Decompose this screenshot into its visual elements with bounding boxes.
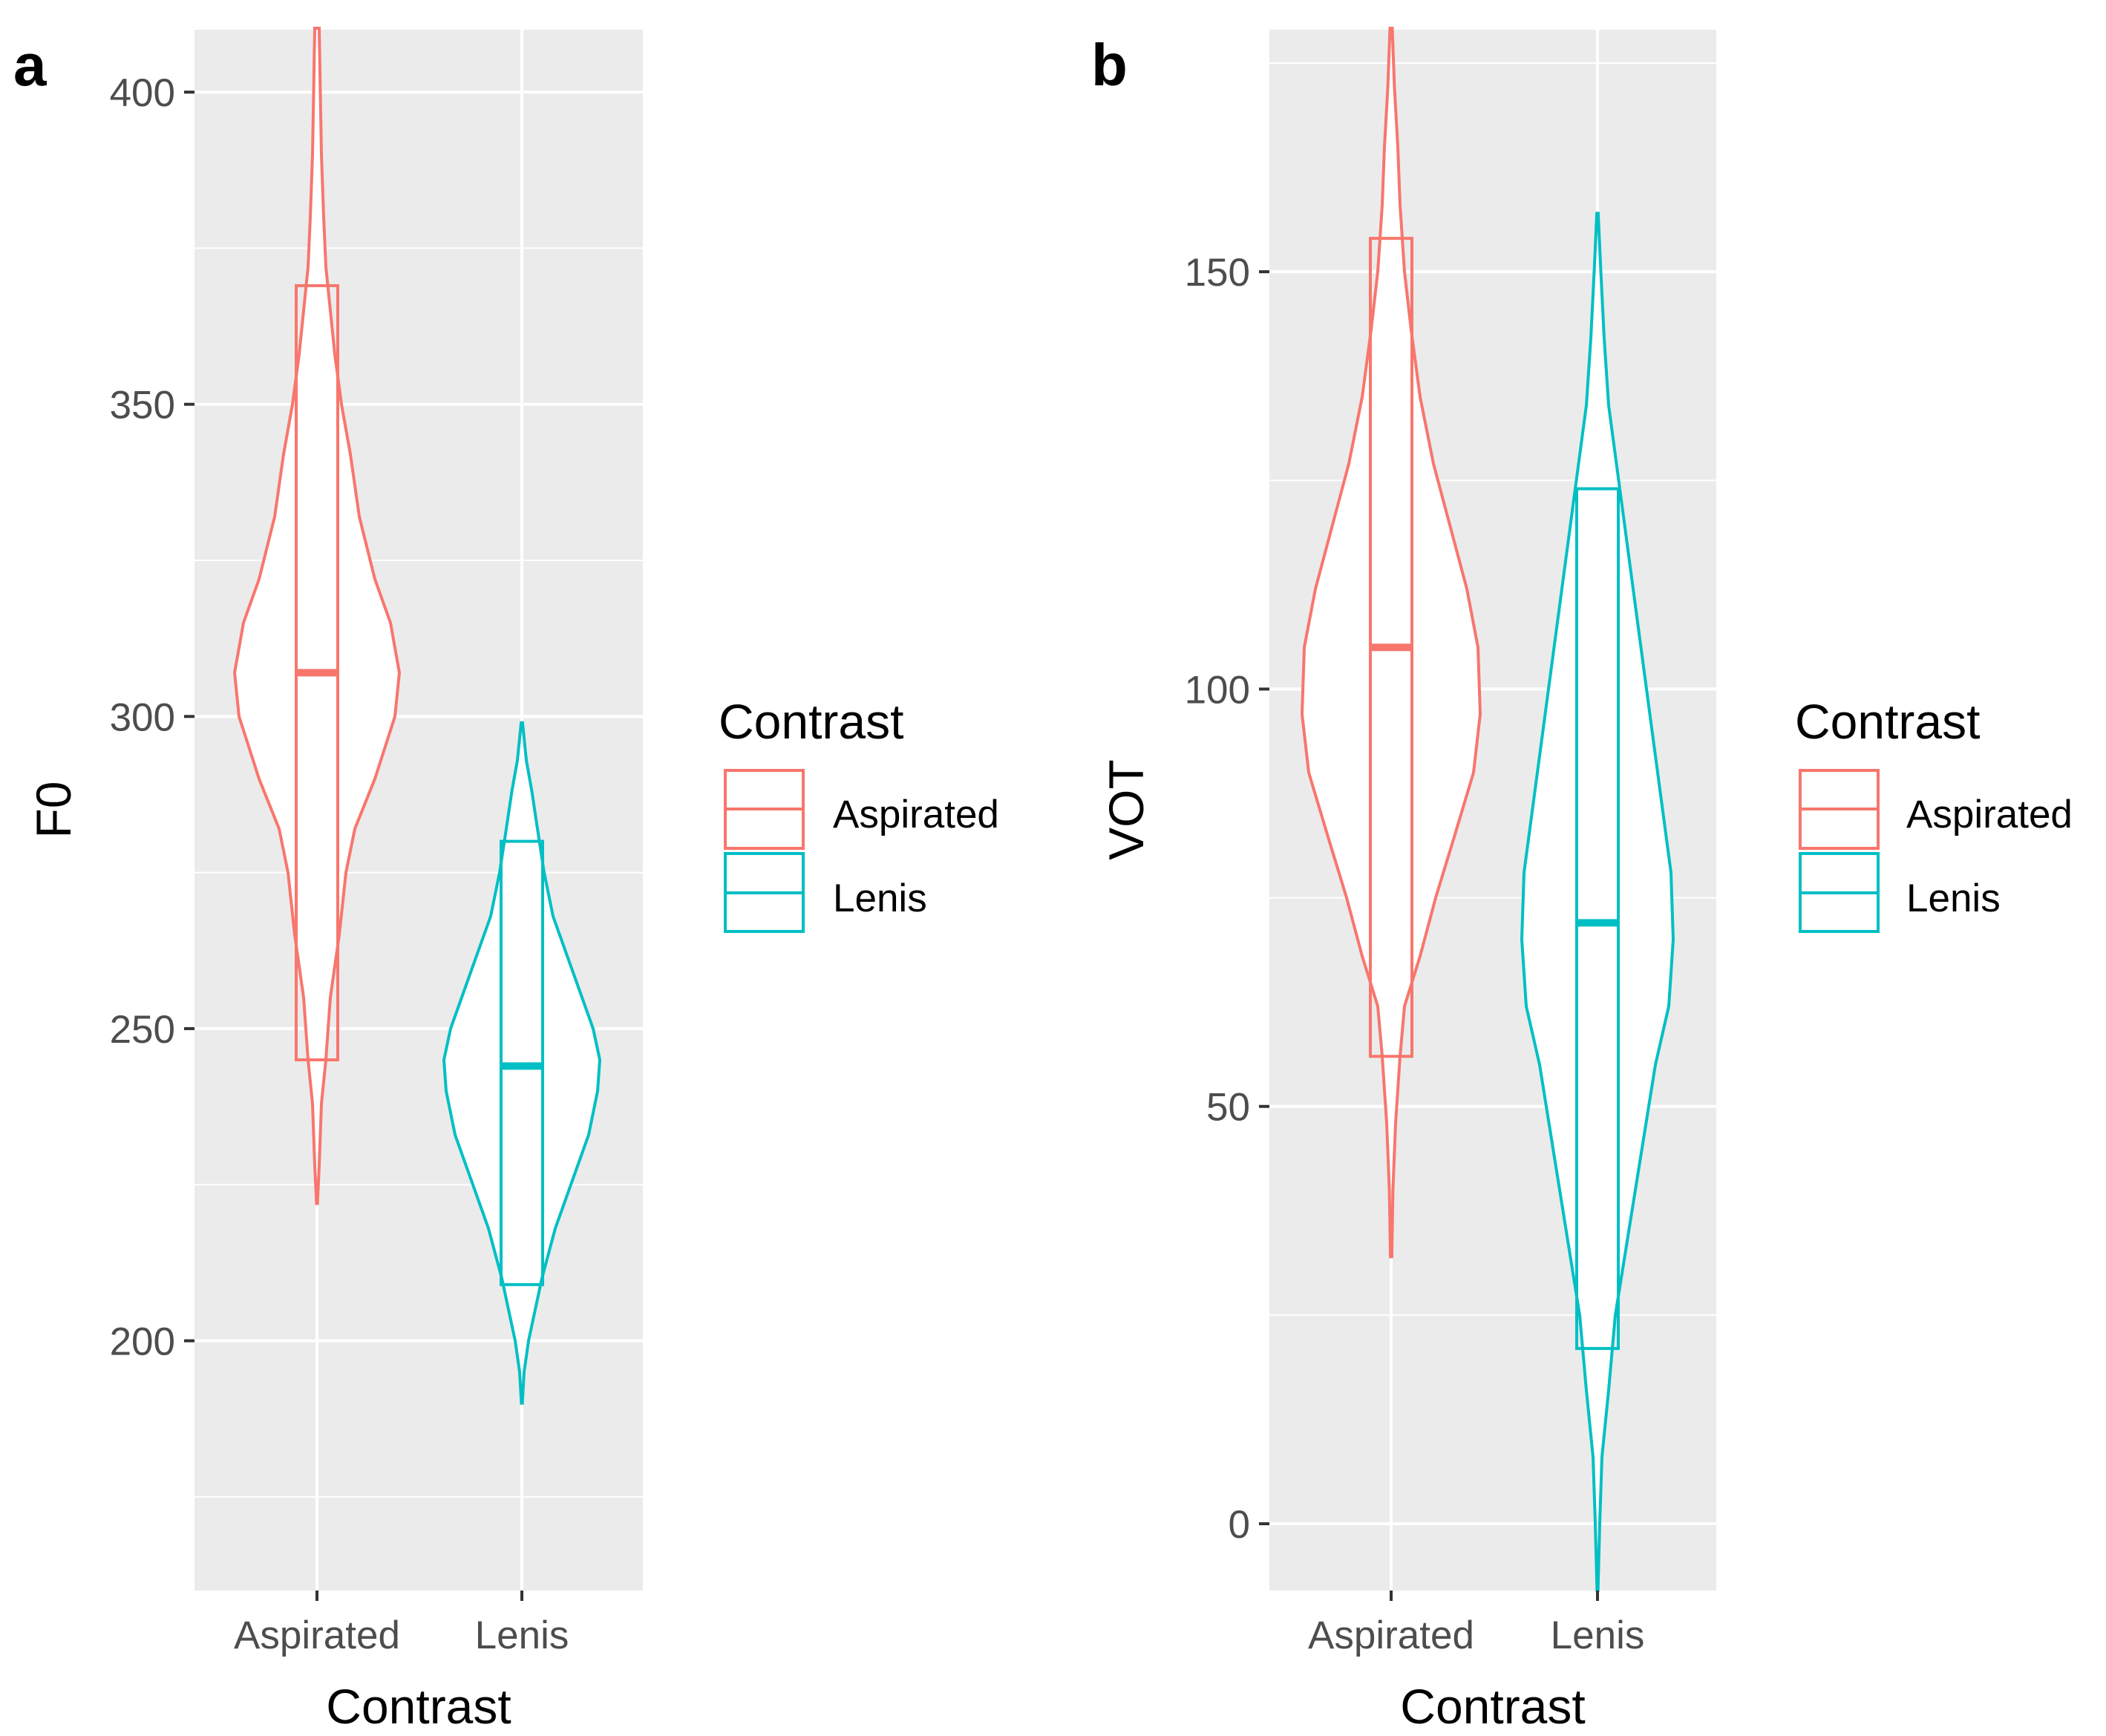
panel-b-x-axis: Aspirated Lenis: [1308, 1591, 1644, 1657]
y-tick-label: 300: [110, 695, 175, 739]
violin-aspirated: [1300, 27, 1482, 1259]
panel-a-y-title: F0: [26, 781, 81, 838]
panel-a-background: [194, 30, 643, 1591]
y-tick-label: 50: [1206, 1086, 1250, 1130]
panel-a-x-title: Contrast: [326, 1679, 511, 1734]
legend-b-label-aspirated: Aspirated: [1906, 793, 2073, 836]
y-tick-label: 400: [110, 71, 175, 115]
panel-b-y-title: VOT: [1099, 759, 1154, 860]
panel-b-violins: [1300, 27, 1675, 1592]
y-tick-label: 250: [110, 1008, 175, 1052]
y-tick-label: 150: [1185, 251, 1250, 295]
legend-a-label-lenis: Lenis: [833, 877, 927, 920]
x-tick-label-aspirated: Aspirated: [234, 1614, 400, 1657]
panel-b-y-axis: 0 50 100 150: [1185, 251, 1269, 1547]
violin-lenis: [1520, 212, 1675, 1592]
legend-a-keys: Aspirated Lenis: [724, 769, 999, 933]
y-tick-label: 350: [110, 384, 175, 428]
panel-a-tag: a: [13, 32, 47, 98]
legend-b-label-lenis: Lenis: [1906, 877, 2001, 920]
violin-aspirated: [232, 27, 402, 1205]
y-tick-label: 100: [1185, 668, 1250, 712]
x-tick-label-lenis: Lenis: [1551, 1614, 1645, 1657]
panel-b-x-title: Contrast: [1400, 1679, 1585, 1734]
panel-a-violins: [232, 27, 602, 1405]
panel-a-y-axis: 200 250 300 350 400: [110, 71, 194, 1364]
panel-b: b 0 50 100 150 Aspirated Lenis Contrast VOT: [1091, 27, 1716, 1734]
x-tick-label-aspirated: Aspirated: [1308, 1614, 1474, 1657]
x-tick-label-lenis: Lenis: [475, 1614, 569, 1657]
panel-a-x-axis: Aspirated Lenis: [234, 1591, 569, 1657]
legend-b-keys: Aspirated Lenis: [1799, 769, 2073, 933]
box-lenis: [1575, 487, 1620, 1350]
legend-a-label-aspirated: Aspirated: [833, 793, 999, 836]
panel-b-tag: b: [1091, 32, 1128, 98]
legend-panel-b: Contrast Aspirated Lenis: [1795, 694, 2073, 933]
y-tick-label: 200: [110, 1320, 175, 1364]
panel-a: a 200 250 300 350 400 Aspirated Lenis Contras…: [13, 27, 643, 1734]
legend-panel-a: Contrast Aspirated Lenis: [719, 694, 999, 933]
y-tick-label: 0: [1229, 1503, 1250, 1547]
legend-b-title: Contrast: [1795, 694, 1980, 749]
legend-a-title: Contrast: [719, 694, 903, 749]
